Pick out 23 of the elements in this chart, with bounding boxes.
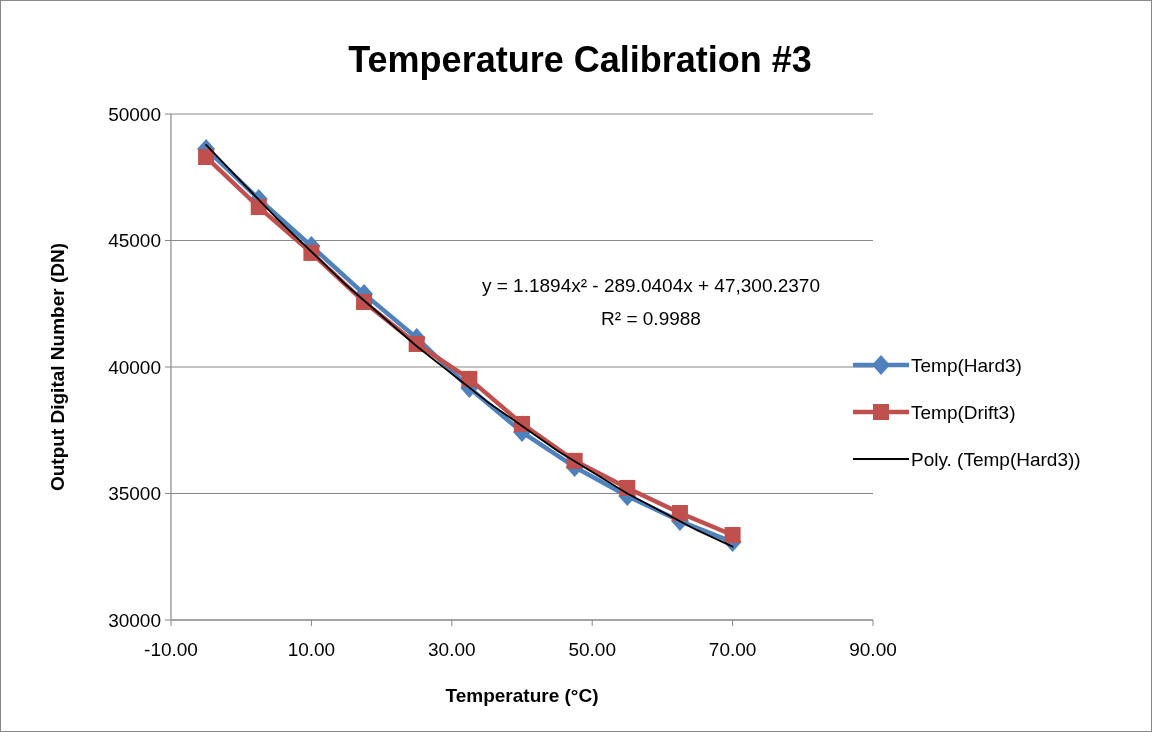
y-axis-title: Output Digital Number (DN)	[47, 242, 68, 492]
y-tick-label: 40000	[108, 356, 161, 378]
chart-title: Temperature Calibration #3	[348, 39, 812, 80]
legend-label: Temp(Drift3)	[911, 401, 1016, 423]
legend-label: Poly. (Temp(Hard3))	[911, 448, 1081, 470]
x-tick-label: 90.00	[849, 639, 897, 660]
x-tick-label: -10.00	[144, 639, 198, 660]
y-tick-label: 50000	[108, 103, 161, 125]
y-tick-label: 35000	[108, 483, 161, 505]
x-axis-title: Temperature (°C)	[445, 685, 599, 706]
legend-label: Temp(Hard3)	[911, 354, 1022, 376]
x-tick-label: 70.00	[708, 639, 757, 660]
y-tick-label: 30000	[108, 609, 161, 631]
y-tick-label: 45000	[108, 230, 161, 252]
x-tick-label: 50.00	[568, 639, 616, 660]
annotation: R² = 0.9988	[601, 308, 701, 329]
point	[671, 504, 688, 521]
x-tick-label: 30.00	[428, 639, 476, 660]
x-tick-label: 10.00	[287, 639, 336, 660]
point	[198, 149, 215, 166]
point	[724, 526, 741, 543]
annotation: y = 1.1894x² - 289.0404x + 47,300.2370	[481, 275, 821, 296]
point	[461, 370, 478, 387]
